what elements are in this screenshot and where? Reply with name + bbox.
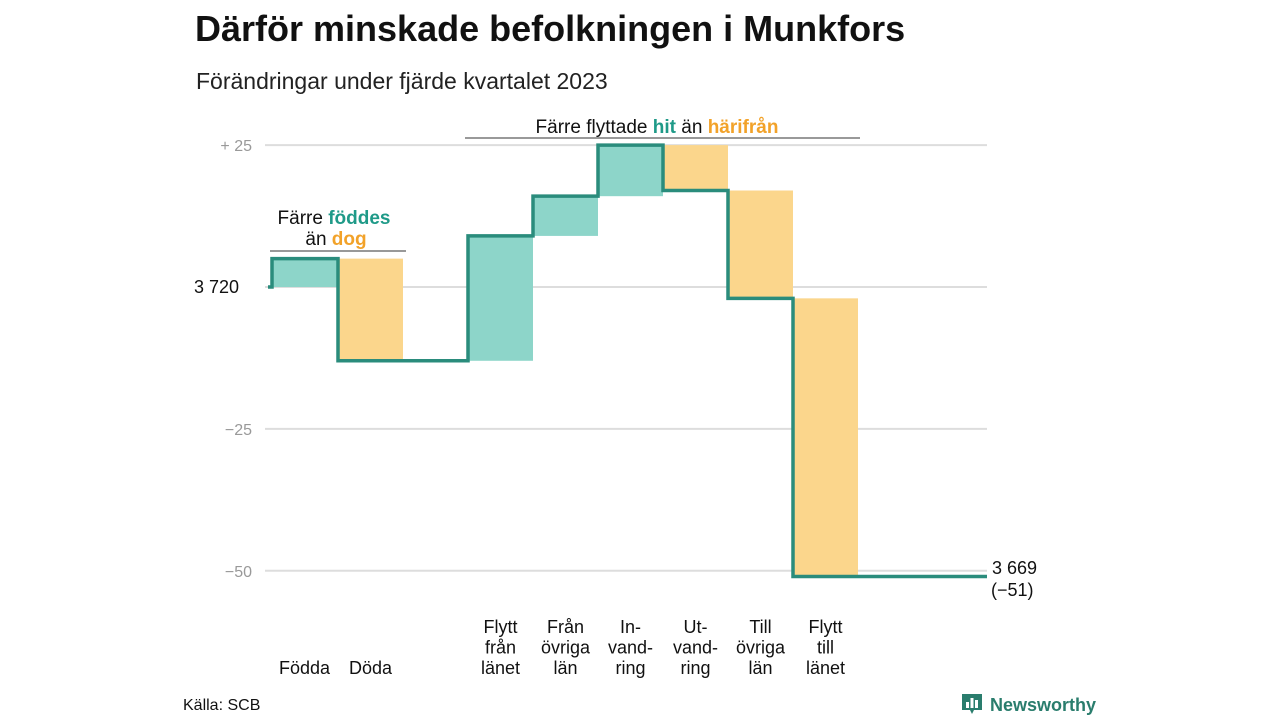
waterfall-bar [793,298,858,577]
bar-chart-icon [962,694,982,714]
waterfall-bar [663,145,728,191]
category-label: Ut-vand-ring [673,617,718,678]
y-tick-label: + 25 [220,138,252,155]
chart-subtitle: Förändringar under fjärde kvartalet 2023 [196,68,608,94]
brand-logo: Newsworthy [960,692,1096,718]
category-label: Från övriga län [541,617,591,678]
category-label: Till övriga län [736,617,786,678]
y-tick-label: −50 [225,564,252,581]
end-value-label: 3 669 [992,558,1037,578]
category-label: In-vand-ring [608,617,653,678]
category-label: Födda [279,658,331,678]
waterfall-bar [728,190,793,299]
category-label: Flytt från länet [481,617,520,678]
source-label: Källa: SCB [183,697,261,714]
births-annotation-line2: än dog [305,229,366,250]
chart-title: Därför minskade befolkningen i Munkfors [195,8,906,49]
end-change-label: (−51) [991,580,1034,600]
waterfall-bar [533,196,598,236]
category-label: Döda [349,658,393,678]
y-tick-label: −25 [225,422,252,439]
brand-name: Newsworthy [990,694,1097,715]
cumulative-step-line [268,143,987,579]
start-value-label: 3 720 [194,277,239,297]
moves-annotation: Färre flyttade hit än härifrån [536,117,779,138]
waterfall-bar [272,258,337,287]
category-label: Flytt till länet [806,617,845,678]
waterfall-bar [338,258,403,361]
waterfall-bar [598,145,663,197]
waterfall-bar [468,235,533,361]
births-annotation-line1: Färre föddes [278,208,391,229]
